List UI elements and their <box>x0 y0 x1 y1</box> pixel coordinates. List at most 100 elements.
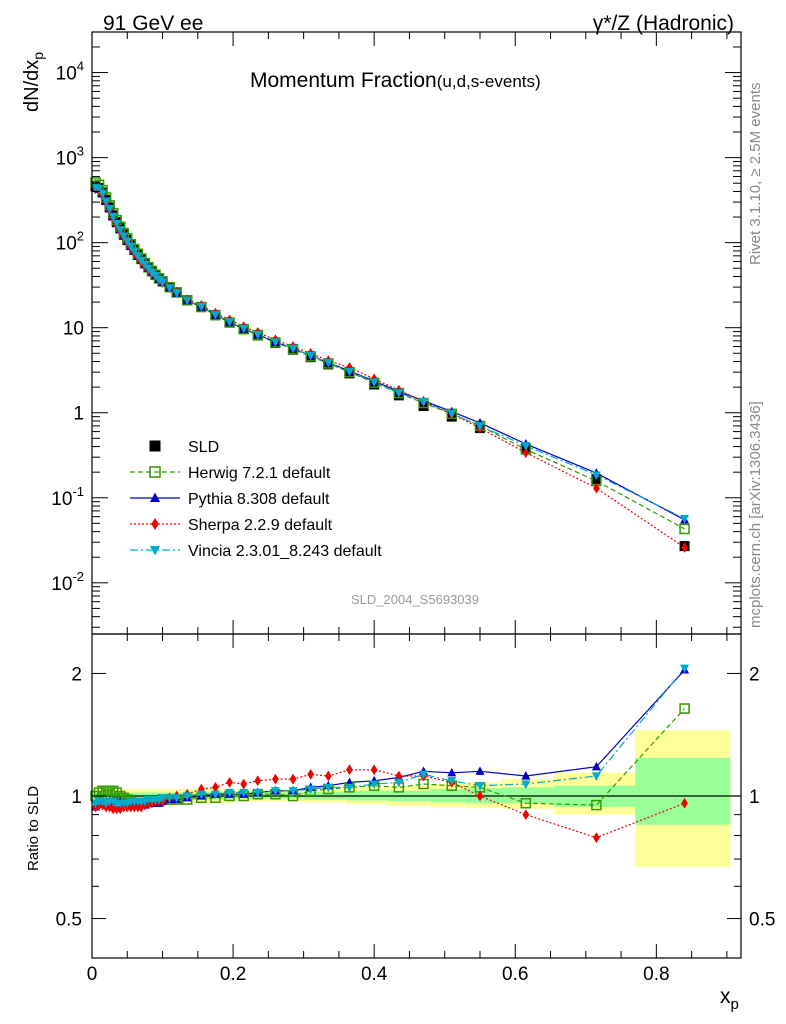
ratio-point-vincia <box>394 778 404 788</box>
legend-label: Vincia 2.3.01_8.243 default <box>188 543 382 560</box>
ratio-point-herwig <box>93 787 105 798</box>
ratio-point-sherpa <box>593 832 600 844</box>
ratio-point-vincia <box>288 787 298 796</box>
x-tick-label: 0.4 <box>361 964 388 985</box>
legend-marker <box>150 492 160 502</box>
ratio-point-vincia <box>521 780 531 789</box>
plot-title-main: Momentum Fraction <box>250 69 437 92</box>
legend-entry-herwig: Herwig 7.2.1 default <box>130 465 331 482</box>
ratio-band-inner <box>635 757 731 825</box>
ratio-point-sherpa <box>476 790 484 802</box>
data-point-vincia <box>108 212 118 222</box>
data-point-vincia <box>344 367 354 377</box>
data-point-vincia <box>323 358 333 368</box>
data-point-vincia <box>115 226 125 235</box>
analysis-tag: SLD_2004_S5693039 <box>351 592 479 607</box>
legend-marker <box>150 546 160 556</box>
ratio-point-sherpa <box>113 803 121 815</box>
data-point-vincia <box>165 284 175 293</box>
ratio-y-tick-label-right: 0.5 <box>749 910 775 931</box>
ratio-point-sherpa <box>109 803 117 815</box>
data-point-vincia <box>112 219 122 229</box>
x-tick-label: 0.8 <box>643 964 669 985</box>
data-point-vincia <box>158 278 168 287</box>
ratio-point-vincia <box>239 788 249 798</box>
plot-title: Momentum Fraction(u,d,s-events) <box>250 69 541 92</box>
legend-marker <box>151 518 159 530</box>
legend-marker <box>149 440 161 452</box>
ratio-point-vincia <box>323 783 333 793</box>
data-point-vincia <box>105 204 115 214</box>
legend: SLD Herwig 7.2.1 default Pythia 8.308 defa… <box>130 439 382 560</box>
ratio-point-sherpa <box>289 773 297 785</box>
data-point-vincia <box>475 422 485 431</box>
ratio-point-sherpa <box>522 809 530 821</box>
ratio-point-pythia <box>475 766 485 775</box>
ratio-point-sherpa <box>226 776 233 788</box>
ratio-point-sherpa <box>370 764 378 776</box>
data-point-vincia <box>119 232 129 241</box>
data-point-vincia <box>101 197 111 207</box>
ratio-point-sherpa <box>212 781 219 793</box>
ratio-y-tick-label: 2 <box>71 664 82 685</box>
data-point-vincia <box>98 189 108 199</box>
legend-entry-vincia: Vincia 2.3.01_8.243 default <box>130 543 382 560</box>
ratio-point-vincia <box>196 790 206 800</box>
ratio-point-pythia <box>447 767 457 777</box>
ratio-y-tick-label: 0.5 <box>56 910 82 931</box>
ratio-point-herwig <box>591 799 602 811</box>
ratio-point-vincia <box>344 783 354 793</box>
ratio-point-herwig <box>520 797 532 809</box>
data-point-vincia <box>394 389 404 398</box>
data-point-vincia <box>126 242 136 252</box>
data-point-vincia <box>521 442 531 451</box>
data-point-vincia <box>306 351 316 361</box>
mcplots-label: mcplots.cern.ch [arXiv:1306.3436] <box>747 401 764 628</box>
x-axis-label: xp <box>720 985 739 1013</box>
data-point-vincia <box>253 330 263 340</box>
y-tick-label: 10-1 <box>51 484 84 510</box>
ratio-point-sherpa <box>254 775 262 787</box>
y-tick-label: 10 <box>63 319 84 340</box>
legend-marker <box>149 466 161 478</box>
data-point-vincia <box>270 338 280 347</box>
ratio-point-sherpa <box>272 773 279 785</box>
ratio-line-vincia <box>95 667 686 804</box>
data-point-sherpa <box>522 447 530 458</box>
legend-label: Pythia 8.308 default <box>188 491 330 508</box>
data-point-vincia <box>133 252 143 261</box>
ratio-point-vincia <box>165 794 175 803</box>
y-tick-label: 1 <box>73 404 84 425</box>
legend-label: SLD <box>188 439 219 456</box>
x-tick-label: 0.6 <box>502 964 528 985</box>
ratio-point-sherpa <box>134 801 142 813</box>
ratio-point-sherpa <box>395 770 403 782</box>
data-point-sherpa <box>681 542 688 553</box>
data-point-vincia <box>210 311 220 320</box>
legend-label: Herwig 7.2.1 default <box>188 465 331 482</box>
data-point-vincia <box>680 514 690 524</box>
rivet-label: Rivet 3.1.10, ≥ 2.5M events <box>747 83 764 266</box>
ratio-point-vincia <box>447 777 457 786</box>
series-line-sherpa <box>95 188 685 548</box>
ratio-point-vincia <box>369 780 379 789</box>
ratio-point-sherpa <box>346 764 353 776</box>
ratio-point-sherpa <box>130 801 138 813</box>
data-point-vincia <box>122 237 132 247</box>
y-tick-label: 10-2 <box>51 569 84 595</box>
y-axis-label-ratio: Ratio to SLD <box>25 786 42 871</box>
legend-entry-pythia: Pythia 8.308 default <box>130 491 330 508</box>
ratio-point-vincia <box>680 664 690 674</box>
ratio-point-sherpa <box>681 797 688 809</box>
ratio-point-vincia <box>172 794 182 803</box>
data-point-vincia <box>369 378 379 387</box>
y-tick-label: 102 <box>56 229 84 255</box>
data-point-vincia <box>591 471 601 480</box>
ratio-point-pythia <box>521 771 531 780</box>
header-right: γ*/Z (Hadronic) <box>593 12 734 35</box>
ratio-point-sherpa <box>240 778 248 790</box>
y-tick-label: 103 <box>56 144 84 170</box>
data-point-vincia <box>172 289 182 298</box>
ratio-point-vincia <box>306 785 316 795</box>
data-point-vincia <box>182 296 192 306</box>
